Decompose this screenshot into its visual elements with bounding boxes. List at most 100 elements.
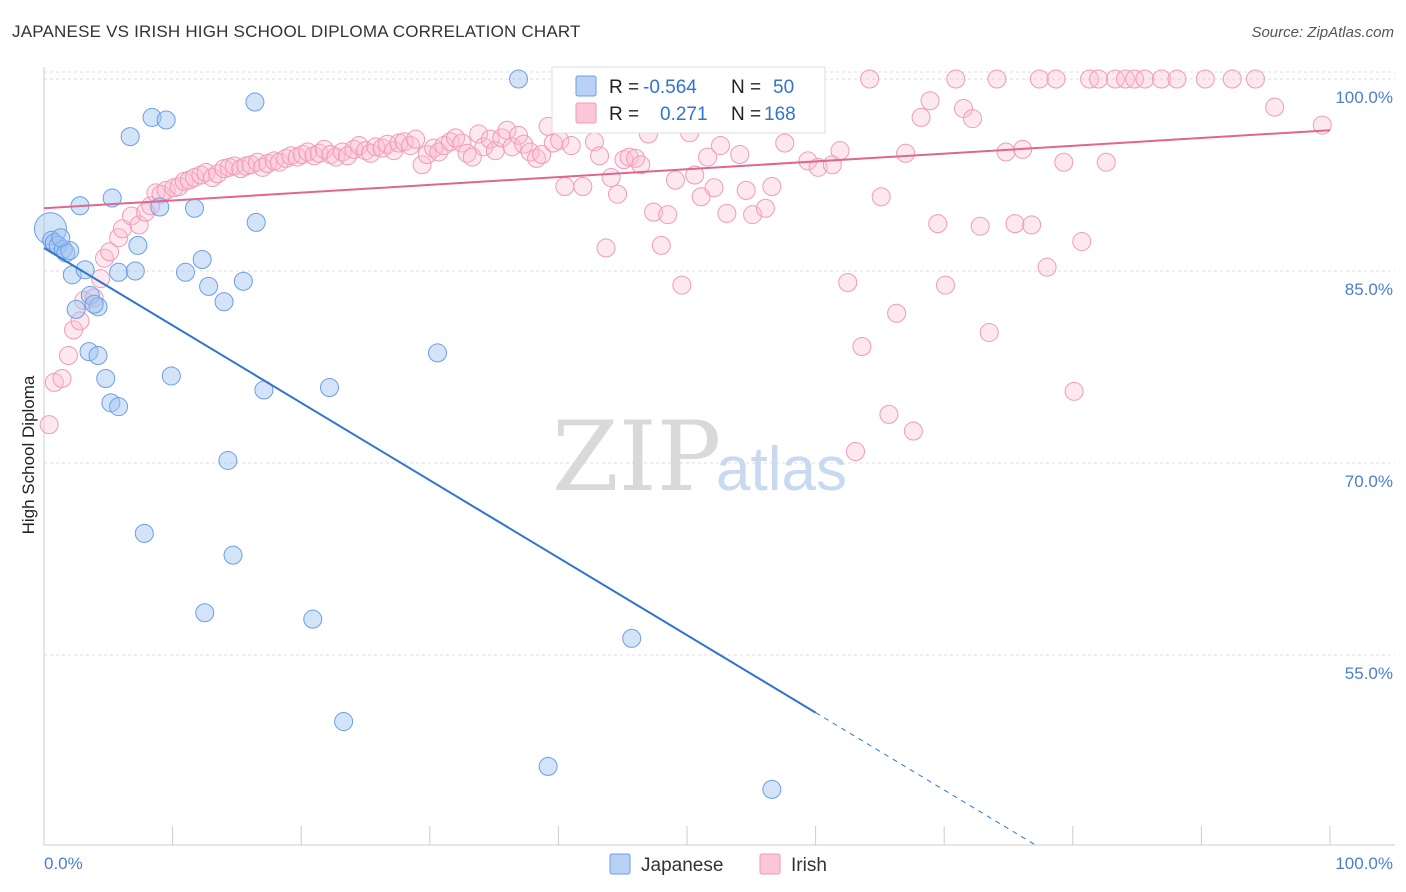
irish-point-64: [412, 155, 432, 175]
irish-point-48: [321, 145, 341, 165]
irish-point-104: [644, 202, 664, 222]
watermark-zip: ZIP: [552, 401, 721, 513]
japanese-point-30: [233, 271, 253, 291]
japanese-point-32: [246, 212, 266, 232]
chart-title: JAPANESE VS IRISH HIGH SCHOOL DIPLOMA CO…: [12, 22, 581, 41]
japanese-point-18: [109, 262, 129, 282]
irish-point-148: [979, 322, 999, 342]
irish-n-value: 168: [764, 104, 796, 125]
irish-point-167: [1152, 69, 1172, 89]
irish-point-96: [596, 238, 616, 258]
irish-point-105: [651, 235, 671, 255]
irish-point-0: [39, 415, 59, 435]
irish-point-75: [474, 137, 494, 157]
japanese-point-15: [156, 110, 176, 130]
irish-point-137: [887, 303, 907, 323]
irish-point-100: [619, 147, 639, 167]
japanese-point-26: [161, 366, 181, 386]
irish-point-156: [1046, 69, 1066, 89]
irish-point-74: [469, 124, 489, 144]
irish-point-85: [532, 145, 552, 165]
japanese-n-value: 50: [773, 77, 794, 98]
japanese-swatch: [575, 75, 597, 97]
irish-point-97: [601, 168, 621, 188]
irish-point-112: [698, 147, 718, 167]
irish-points: [39, 69, 1332, 461]
y-tick-label-0: 55.0%: [1345, 664, 1393, 683]
japanese-point-35: [428, 343, 448, 363]
irish-point-107: [665, 170, 685, 190]
irish-point-163: [1105, 69, 1125, 89]
irish-point-2: [52, 369, 72, 389]
japanese-point-17: [184, 198, 204, 218]
irish-point-147: [970, 216, 990, 236]
japanese-point-41: [334, 712, 354, 732]
stats-legend: R = -0.564 N = 50 R = 0.271 N = 168: [551, 66, 826, 134]
irish-r-label: R =: [609, 104, 639, 125]
legend-irish-swatch: [759, 853, 781, 875]
japanese-point-45: [509, 69, 529, 89]
irish-point-118: [736, 180, 756, 200]
irish-point-114: [710, 136, 730, 156]
irish-point-10: [100, 242, 120, 262]
irish-point-151: [1005, 214, 1025, 234]
y-tick-label-2: 85.0%: [1345, 280, 1393, 299]
japanese-r-label: R =: [609, 77, 639, 98]
irish-point-19: [156, 180, 176, 200]
irish-point-54: [356, 141, 375, 161]
irish-point-172: [1265, 97, 1285, 117]
japanese-points: [33, 69, 782, 799]
irish-point-154: [1029, 69, 1049, 89]
irish-point-121: [755, 198, 775, 218]
irish-point-157: [1054, 152, 1074, 172]
irish-point-138: [896, 143, 916, 163]
bottom-legend: Japanese Irish: [609, 853, 827, 876]
japanese-point-43: [538, 756, 558, 776]
irish-point-15: [136, 202, 156, 222]
irish-point-9: [94, 248, 114, 268]
irish-point-135: [871, 187, 891, 207]
japanese-point-40: [303, 609, 323, 629]
irish-point-35: [247, 152, 267, 172]
japanese-point-12: [102, 188, 122, 208]
japanese-point-46: [84, 294, 104, 314]
irish-point-169: [1195, 69, 1215, 89]
irish-point-133: [852, 337, 872, 357]
irish-point-28: [208, 164, 228, 184]
legend-irish-label: Irish: [791, 855, 827, 876]
irish-point-140: [911, 107, 931, 127]
y-axis-title: High School Diploma: [19, 375, 38, 534]
irish-trend-line: [43, 129, 1331, 210]
irish-point-142: [928, 214, 948, 234]
japanese-point-48: [51, 228, 71, 248]
irish-point-161: [1089, 69, 1109, 89]
irish-point-141: [920, 91, 940, 111]
irish-point-136: [879, 404, 899, 424]
japanese-point-39: [195, 603, 215, 623]
irish-point-89: [555, 177, 575, 197]
irish-point-153: [1022, 215, 1042, 235]
japanese-point-44: [762, 779, 782, 799]
irish-point-162: [1096, 152, 1116, 172]
irish-point-131: [838, 273, 858, 293]
japanese-trend-extension: [815, 712, 1035, 845]
japanese-r-value: -0.564: [643, 77, 697, 98]
irish-point-101: [626, 148, 646, 168]
irish-point-171: [1245, 69, 1265, 89]
irish-point-143: [935, 275, 955, 295]
irish-point-62: [401, 136, 421, 156]
irish-point-56: [366, 137, 386, 157]
watermark: ZIP atlas: [552, 401, 847, 513]
irish-point-168: [1167, 69, 1187, 89]
japanese-point-38: [223, 545, 243, 565]
irish-point-165: [1125, 69, 1145, 89]
irish-point-132: [845, 441, 865, 461]
irish-point-63: [406, 129, 426, 149]
irish-point-70: [446, 128, 466, 148]
watermark-atlas: atlas: [716, 435, 847, 504]
x-tick-label-0: 0.0%: [44, 854, 83, 873]
irish-point-53: [349, 136, 369, 156]
irish-point-150: [996, 142, 1016, 162]
japanese-point-37: [134, 523, 154, 543]
tick-labels: 55.0% 70.0% 85.0% 100.0% 0.0% 100.0%: [44, 88, 1393, 873]
